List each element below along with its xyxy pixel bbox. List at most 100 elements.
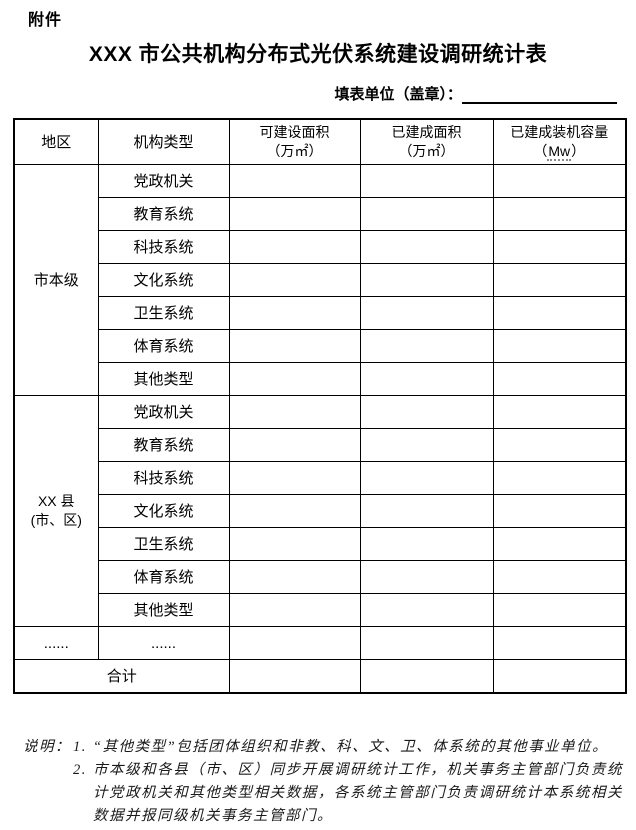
capacity-unit-close: ） bbox=[571, 143, 586, 159]
data-cell bbox=[492, 362, 627, 396]
table-row: 文化系统 bbox=[14, 263, 627, 297]
form-unit-row: 填表单位（盖章）： bbox=[334, 85, 617, 104]
type-cell: 其他类型 bbox=[97, 593, 230, 627]
data-cell bbox=[492, 494, 627, 528]
form-unit-label: 填表单位（盖章）： bbox=[334, 86, 462, 103]
data-cell bbox=[359, 494, 494, 528]
data-cell bbox=[228, 494, 361, 528]
ellipsis-row: ...... ...... bbox=[13, 626, 627, 660]
data-cell bbox=[359, 428, 494, 462]
table-row: 教育系统 bbox=[14, 197, 627, 231]
data-cell bbox=[492, 593, 627, 627]
capacity-unit-open: （ bbox=[533, 143, 548, 159]
data-cell bbox=[228, 197, 361, 231]
ellipsis-region-cell: ...... bbox=[13, 626, 99, 660]
type-cell: 其他类型 bbox=[97, 362, 230, 396]
region-county-label-line2: (市、区) bbox=[30, 512, 82, 528]
data-cell bbox=[359, 329, 494, 363]
data-cell bbox=[359, 395, 494, 429]
data-cell bbox=[492, 527, 627, 561]
data-cell bbox=[492, 197, 627, 231]
type-cell: 体育系统 bbox=[97, 560, 230, 594]
survey-table: 地区 机构类型 可建设面积 （万㎡） 已建成面积 （万㎡） 已建成装机容量 （M… bbox=[13, 118, 627, 694]
note-item: 1. “其他类型”包括团体组织和非教、科、文、卫、体系统的其他事业单位。 bbox=[73, 736, 623, 759]
data-cell bbox=[492, 560, 627, 594]
header-built-label: 已建成面积 bbox=[391, 124, 462, 140]
notes-section: 说明： 1. “其他类型”包括团体组织和非教、科、文、卫、体系统的其他事业单位。… bbox=[23, 736, 623, 828]
table-row: 卫生系统 bbox=[14, 527, 627, 561]
header-region-label: 地区 bbox=[41, 133, 72, 151]
table-row: 科技系统 bbox=[14, 461, 627, 495]
data-cell bbox=[228, 164, 361, 198]
data-cell bbox=[359, 593, 494, 627]
data-cell bbox=[492, 461, 627, 495]
data-cell bbox=[492, 659, 627, 694]
note-item: 2. 市本级和各县（市、区）同步开展调研统计工作，机关事务主管部门负责统计党政机… bbox=[73, 759, 623, 828]
total-row: 合计 bbox=[13, 659, 627, 694]
data-cell bbox=[492, 395, 627, 429]
type-cell: 卫生系统 bbox=[97, 527, 230, 561]
region-cell-county: XX 县 (市、区) bbox=[13, 395, 99, 627]
data-cell bbox=[359, 659, 494, 694]
table-row: 市本级 党政机关 bbox=[13, 164, 627, 396]
data-cell bbox=[492, 428, 627, 462]
table-row: 其他类型 bbox=[14, 593, 627, 627]
data-cell bbox=[492, 164, 627, 198]
table-row: 教育系统 bbox=[14, 428, 627, 462]
header-buildable-unit: （万㎡） bbox=[266, 143, 323, 159]
data-cell bbox=[359, 230, 494, 264]
data-cell bbox=[359, 461, 494, 495]
header-row: 地区 机构类型 可建设面积 （万㎡） 已建成面积 （万㎡） 已建成装机容量 （M… bbox=[13, 118, 627, 165]
total-label-cell: 合计 bbox=[13, 659, 230, 694]
data-cell bbox=[228, 362, 361, 396]
data-cell bbox=[359, 560, 494, 594]
type-cell: 卫生系统 bbox=[97, 296, 230, 330]
table-row: 卫生系统 bbox=[14, 296, 627, 330]
data-cell bbox=[228, 461, 361, 495]
type-cell: 文化系统 bbox=[97, 494, 230, 528]
region-county-label: XX 县 bbox=[37, 493, 75, 509]
capacity-unit-mw: Mw bbox=[547, 143, 572, 161]
data-cell bbox=[228, 230, 361, 264]
data-cell bbox=[359, 527, 494, 561]
form-unit-blank-line bbox=[462, 85, 617, 104]
header-buildable-label: 可建设面积 bbox=[259, 124, 330, 140]
column-header-buildable-area: 可建设面积 （万㎡） bbox=[228, 118, 361, 165]
data-cell bbox=[228, 527, 361, 561]
notes-label: 说明： bbox=[23, 739, 71, 755]
data-cell bbox=[492, 296, 627, 330]
type-cell: 党政机关 bbox=[97, 395, 230, 429]
data-cell bbox=[492, 263, 627, 297]
header-capacity-label: 已建成装机容量 bbox=[510, 124, 609, 140]
header-capacity-unit: （Mw） bbox=[494, 142, 626, 161]
type-cell: 体育系统 bbox=[97, 329, 230, 363]
type-cell: 教育系统 bbox=[97, 197, 230, 231]
data-cell bbox=[228, 659, 361, 694]
data-cell bbox=[228, 395, 361, 429]
note-text: 市本级和各县（市、区）同步开展调研统计工作，机关事务主管部门负责统计党政机关和其… bbox=[93, 762, 623, 824]
type-cell: 科技系统 bbox=[97, 230, 230, 264]
table-row: 文化系统 bbox=[14, 494, 627, 528]
data-cell bbox=[228, 296, 361, 330]
data-cell bbox=[228, 263, 361, 297]
region-city-label: 市本级 bbox=[33, 271, 79, 289]
header-type-label: 机构类型 bbox=[133, 133, 194, 151]
column-header-institution-type: 机构类型 bbox=[97, 118, 230, 165]
column-header-installed-capacity: 已建成装机容量 （Mw） bbox=[492, 118, 627, 165]
data-cell bbox=[228, 428, 361, 462]
data-cell bbox=[228, 626, 361, 660]
column-header-region: 地区 bbox=[13, 118, 99, 165]
data-cell bbox=[228, 560, 361, 594]
type-cell: 党政机关 bbox=[97, 164, 230, 198]
table-row: 体育系统 bbox=[14, 329, 627, 363]
ellipsis-type-cell: ...... bbox=[97, 626, 230, 660]
table-row: 体育系统 bbox=[14, 560, 627, 594]
table-row: XX 县 (市、区) 党政机关 bbox=[13, 395, 627, 627]
data-cell bbox=[359, 164, 494, 198]
data-cell bbox=[359, 263, 494, 297]
table-row: 其他类型 bbox=[14, 362, 627, 396]
region-cell-city: 市本级 bbox=[13, 164, 99, 396]
header-built-unit: （万㎡） bbox=[398, 143, 455, 159]
data-cell bbox=[228, 593, 361, 627]
type-cell: 文化系统 bbox=[97, 263, 230, 297]
